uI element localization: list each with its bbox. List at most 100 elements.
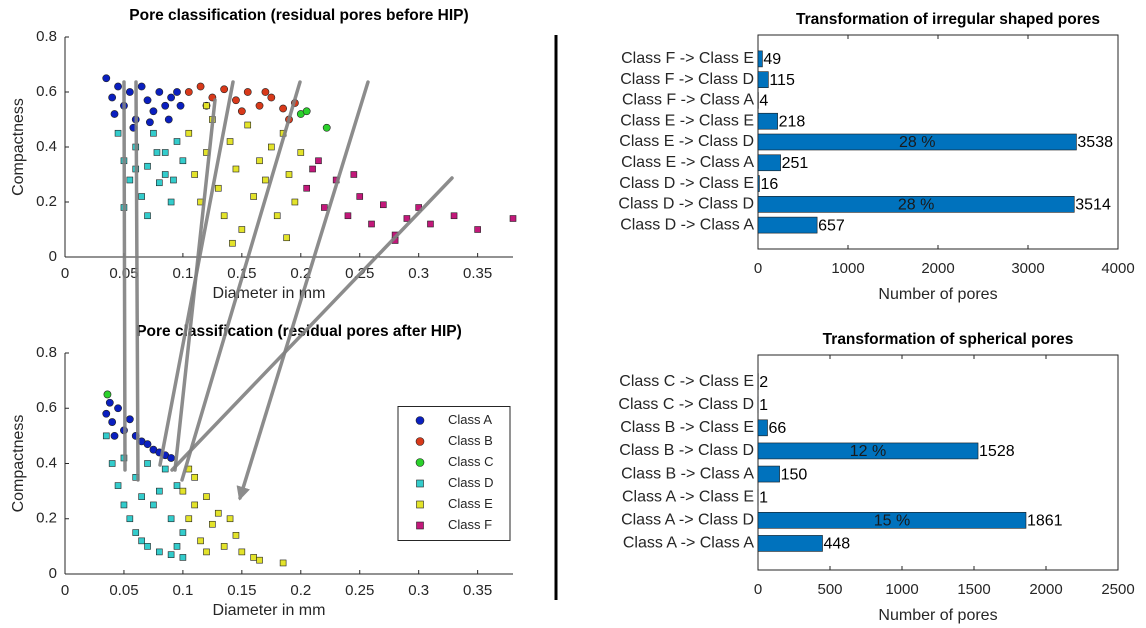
point — [273, 212, 281, 220]
point — [285, 171, 293, 178]
y-tick-label: 0.6 — [36, 399, 57, 416]
chart-title: Transformation of spherical pores — [823, 331, 1074, 348]
x-tick-label: 1000 — [885, 581, 918, 598]
point — [143, 440, 152, 449]
y-tick-label: 0 — [49, 248, 57, 265]
point — [155, 88, 164, 96]
x-tick-label: 1000 — [831, 260, 864, 277]
point — [243, 88, 252, 96]
value-label: 1 — [759, 489, 768, 506]
legend-swatch — [416, 521, 424, 530]
point — [156, 179, 163, 187]
point — [173, 482, 181, 489]
legend-swatch — [415, 458, 425, 467]
value-label: 1 — [759, 397, 768, 414]
point — [350, 171, 358, 178]
bar — [757, 154, 781, 172]
category-label: Class A -> Class E — [622, 488, 754, 505]
point — [110, 110, 119, 118]
point — [145, 118, 154, 127]
x-axis-label: Diameter in mm — [213, 602, 326, 619]
legend-swatch — [415, 437, 425, 446]
point — [509, 215, 517, 222]
category-label: Class F -> Class E — [621, 50, 754, 67]
arrow — [236, 80, 370, 501]
category-label: Class D -> Class D — [618, 196, 754, 213]
point — [120, 501, 128, 509]
x-tick-label: 0 — [61, 265, 69, 282]
y-tick-label: 0.2 — [36, 193, 57, 210]
point — [167, 93, 176, 102]
point — [203, 102, 210, 110]
point — [144, 162, 151, 170]
point — [153, 149, 161, 156]
point — [256, 556, 263, 564]
bar-percent-label: 15 % — [874, 513, 910, 530]
point — [303, 184, 310, 192]
point — [232, 96, 240, 105]
value-label: 3538 — [1077, 134, 1113, 151]
bar — [757, 71, 769, 88]
point — [214, 509, 222, 517]
x-axis-label: Number of pores — [878, 286, 997, 303]
point — [179, 529, 187, 536]
value-label: 49 — [763, 51, 781, 68]
bar — [757, 216, 818, 234]
point — [126, 515, 134, 523]
bar — [757, 419, 768, 437]
legend: Class A Class B Class C Class D Class E Class… — [397, 406, 511, 541]
point — [179, 554, 187, 561]
x-tick-label: 3000 — [1011, 260, 1044, 277]
point — [161, 149, 169, 156]
point — [226, 515, 234, 523]
value-label: 16 — [760, 176, 778, 193]
value-label: 1861 — [1027, 513, 1063, 530]
category-label: Class B -> Class D — [619, 442, 754, 459]
point — [321, 204, 328, 211]
point — [267, 93, 276, 102]
x-tick-label: 4000 — [1101, 260, 1134, 277]
x-tick-label: 2000 — [921, 260, 954, 277]
point — [474, 226, 481, 233]
point — [125, 415, 134, 424]
point — [203, 548, 210, 556]
point — [184, 88, 193, 96]
y-tick-label: 0.4 — [36, 138, 57, 155]
point — [191, 171, 198, 178]
point — [268, 143, 275, 151]
category-label: Class B -> Class E — [620, 419, 754, 436]
y-tick-label: 0.6 — [36, 83, 57, 100]
point — [173, 543, 181, 550]
category-label: Class D -> Class E — [619, 175, 754, 192]
point — [110, 431, 119, 440]
point — [164, 115, 173, 124]
point — [380, 201, 387, 209]
point — [144, 212, 151, 220]
point — [138, 537, 145, 545]
bar — [757, 535, 823, 552]
bar — [757, 175, 760, 192]
arrow — [180, 80, 302, 482]
bar — [757, 50, 763, 68]
point — [232, 532, 240, 539]
point — [150, 501, 157, 509]
category-label: Class B -> Class A — [621, 465, 754, 482]
point — [161, 171, 169, 178]
bar-percent-label: 28 % — [898, 197, 934, 214]
x-tick-label: 500 — [817, 581, 842, 598]
chart-title: Pore classification (residual pores befo… — [129, 7, 468, 24]
legend-swatch — [416, 479, 424, 488]
point — [279, 559, 287, 567]
bar — [757, 465, 780, 483]
point — [176, 101, 185, 110]
value-label: 218 — [779, 113, 806, 130]
legend-label: Class C — [448, 454, 494, 469]
bar — [757, 442, 979, 460]
bar — [757, 133, 1077, 151]
point — [238, 226, 246, 233]
arrow — [134, 80, 140, 482]
value-label: 251 — [782, 155, 809, 172]
point — [108, 460, 116, 467]
point — [185, 515, 193, 523]
point — [220, 85, 229, 94]
